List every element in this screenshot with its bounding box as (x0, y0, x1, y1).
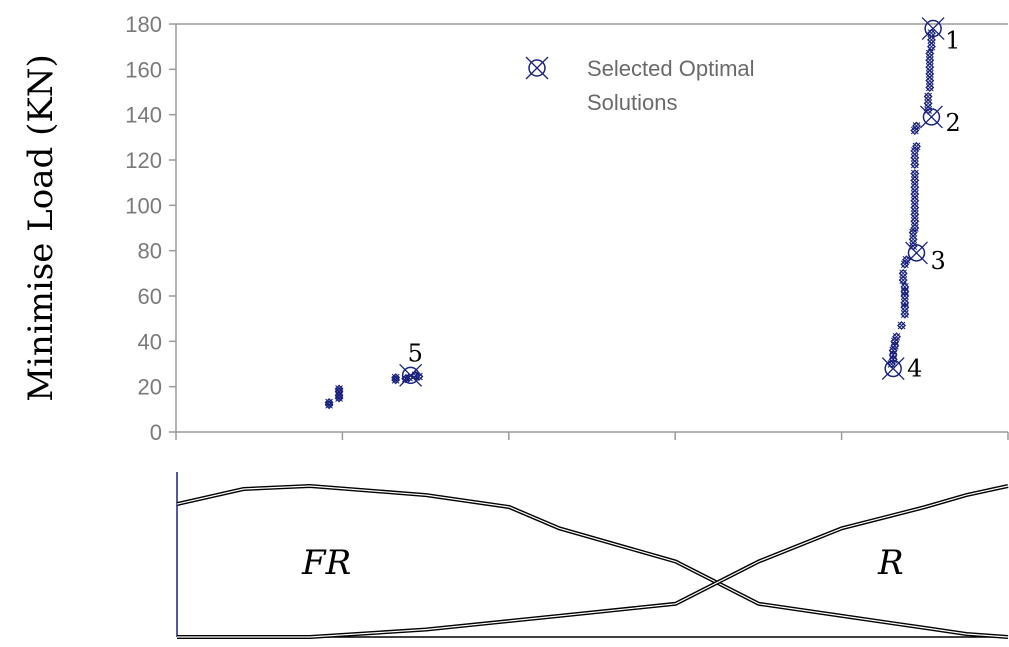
data-point (910, 189, 920, 199)
region-label-fr: FR (301, 543, 351, 583)
data-point (910, 203, 920, 213)
data-point (324, 400, 334, 410)
data-point (910, 209, 920, 219)
y-tick-label: 80 (138, 239, 162, 264)
data-point (910, 160, 920, 170)
data-point (334, 393, 344, 403)
selected-solutions: 1 2 3 4 5 (399, 17, 961, 387)
data-point (923, 92, 933, 102)
y-tick-label: 20 (138, 375, 162, 400)
data-point (391, 373, 401, 383)
y-tick-label: 40 (138, 329, 162, 354)
data-point (910, 169, 920, 179)
selected-solution-label: 3 (930, 247, 945, 275)
y-tick-label: 120 (125, 148, 162, 173)
data-point (910, 153, 920, 163)
x-ticks (175, 432, 1009, 440)
data-point (897, 320, 906, 330)
data-point (923, 98, 933, 108)
selected-solution-label: 5 (408, 339, 423, 367)
data-point (334, 386, 344, 396)
data-point (925, 82, 935, 92)
data-point (911, 121, 921, 131)
data-point (926, 35, 936, 45)
data-point (925, 62, 935, 72)
data-point (925, 55, 935, 65)
y-tick-label: 0 (150, 420, 162, 445)
y-tick-label: 160 (125, 57, 162, 82)
selected-solution-marker (881, 357, 905, 380)
data-point (910, 182, 920, 192)
legend-label-line-1: Selected Optimal (587, 56, 755, 81)
membership-curve-r (177, 484, 1009, 639)
data-point (925, 69, 935, 79)
data-point (391, 375, 401, 385)
y-tick-label: 60 (138, 284, 162, 309)
membership-curves (176, 483, 1009, 639)
legend-label-line-2: Solutions (587, 90, 678, 115)
legend-marker-icon (525, 56, 549, 80)
data-point (910, 216, 920, 226)
legend: Selected Optimal Solutions (525, 56, 755, 115)
scatter-panel: 0 20 40 60 80 100 120 140 160 180 1 2 3 4 5 Selected … (21, 12, 1009, 445)
y-axis-label: Minimise Load (KN) (21, 54, 61, 402)
data-point (334, 384, 344, 394)
data-point (926, 42, 936, 52)
data-point (910, 175, 920, 185)
legend-marker-shape (525, 56, 549, 80)
data-point (910, 223, 920, 233)
data-point (925, 76, 935, 86)
y-ticks: 0 20 40 60 80 100 120 140 160 180 (125, 12, 176, 445)
selected-solution-label: 4 (907, 355, 922, 383)
y-tick-label: 180 (125, 12, 162, 37)
membership-curve-fr (176, 483, 1009, 639)
data-point (925, 48, 935, 58)
data-point (900, 298, 910, 308)
selected-solution-marker (921, 17, 945, 40)
data-point (892, 332, 902, 342)
data-point (900, 282, 910, 292)
region-label-r: R (877, 543, 904, 583)
y-tick-label: 100 (125, 193, 162, 218)
data-point (900, 309, 910, 319)
data-point (908, 234, 918, 244)
selected-solution-label: 1 (945, 27, 960, 55)
data-points (324, 28, 936, 410)
data-point (910, 196, 920, 206)
data-point (324, 398, 334, 408)
selected-solution-marker (919, 105, 943, 129)
selected-solution-label: 2 (945, 109, 960, 137)
selected-solution-marker (905, 241, 928, 265)
membership-panel: FR R (176, 472, 1009, 639)
data-point (898, 268, 908, 278)
data-point (911, 141, 921, 151)
y-tick-label: 140 (125, 103, 162, 128)
selected-solution-marker (399, 363, 423, 387)
data-point (898, 275, 908, 285)
